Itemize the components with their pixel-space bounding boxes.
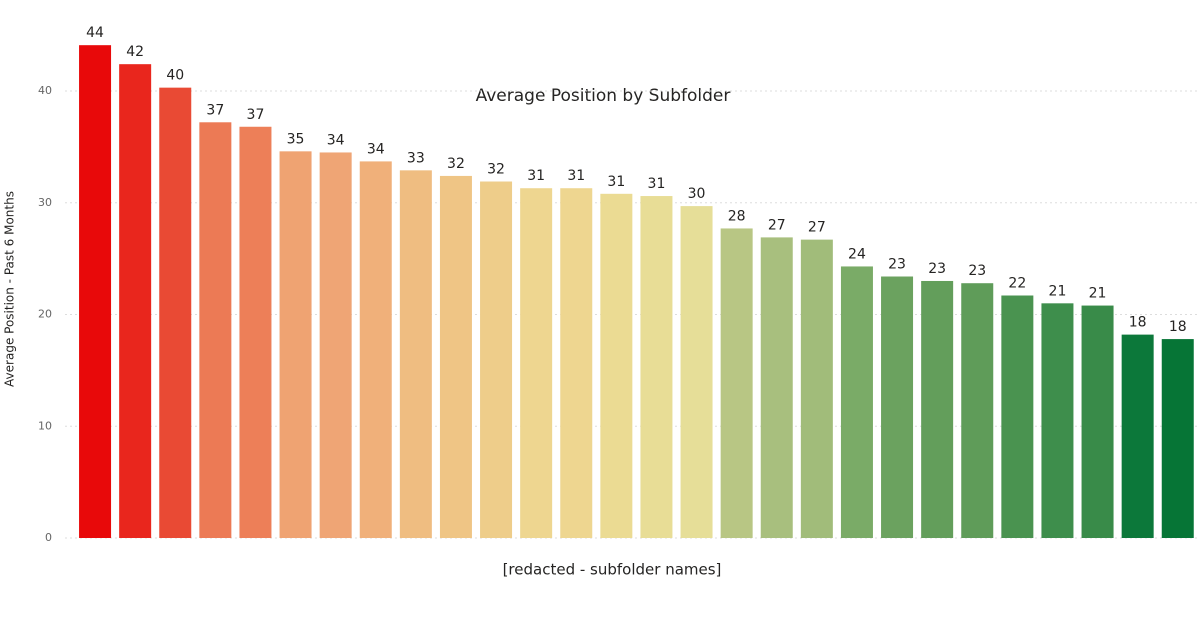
y-tick-label: 30 xyxy=(38,196,52,209)
y-axis-label: Average Position - Past 6 Months xyxy=(3,191,17,387)
bar xyxy=(680,206,713,539)
bar xyxy=(720,228,753,538)
data-label: 27 xyxy=(808,220,826,236)
data-label: 28 xyxy=(728,208,746,224)
data-label: 40 xyxy=(166,68,184,84)
bar xyxy=(239,126,272,538)
data-label: 30 xyxy=(688,186,706,202)
data-label: 31 xyxy=(567,168,585,184)
data-label: 37 xyxy=(247,107,265,123)
bar xyxy=(119,64,152,539)
bar xyxy=(319,152,352,538)
bar xyxy=(359,161,392,538)
bar xyxy=(1081,305,1114,538)
bar xyxy=(1001,295,1034,538)
data-label: 21 xyxy=(1089,286,1107,302)
data-label: 44 xyxy=(86,25,104,41)
data-label: 34 xyxy=(367,141,385,157)
bar xyxy=(760,237,793,538)
bar xyxy=(1041,303,1074,538)
data-label: 23 xyxy=(888,257,906,273)
data-label: 37 xyxy=(206,102,224,118)
data-label: 32 xyxy=(447,156,465,172)
bar xyxy=(840,266,873,538)
bar xyxy=(921,280,954,538)
data-label: 22 xyxy=(1008,276,1026,292)
bar xyxy=(79,45,112,539)
data-label: 24 xyxy=(848,246,866,262)
data-label: 23 xyxy=(968,263,986,279)
data-label: 33 xyxy=(407,150,425,166)
bar xyxy=(520,188,553,538)
bar xyxy=(159,87,192,539)
bar xyxy=(881,276,914,538)
y-tick-label: 40 xyxy=(38,84,52,97)
y-tick-label: 10 xyxy=(38,419,52,432)
bar xyxy=(199,122,232,538)
data-label: 18 xyxy=(1129,315,1147,331)
bar xyxy=(480,181,513,538)
data-label: 18 xyxy=(1169,319,1187,335)
data-label: 31 xyxy=(527,168,545,184)
bar xyxy=(560,188,593,538)
bar xyxy=(1161,339,1194,538)
bar xyxy=(439,175,472,538)
bar xyxy=(640,196,673,539)
data-label: 27 xyxy=(768,217,786,233)
data-label: 23 xyxy=(928,261,946,277)
data-label: 21 xyxy=(1049,283,1067,299)
chart-title: Average Position by Subfolder xyxy=(476,86,731,106)
x-axis-label: [redacted - subfolder names] xyxy=(503,561,722,579)
y-tick-label: 20 xyxy=(38,308,52,321)
bar xyxy=(399,170,432,538)
data-label: 34 xyxy=(327,132,345,148)
data-label: 31 xyxy=(648,176,666,192)
data-label: 32 xyxy=(487,162,505,178)
bar xyxy=(961,283,994,538)
bar xyxy=(279,151,312,538)
data-label: 31 xyxy=(607,174,625,190)
y-tick-label: 0 xyxy=(45,531,52,544)
data-label: 42 xyxy=(126,44,144,60)
bar xyxy=(600,193,633,538)
bar xyxy=(800,239,833,538)
bar xyxy=(1121,334,1154,538)
data-label: 35 xyxy=(287,131,305,147)
